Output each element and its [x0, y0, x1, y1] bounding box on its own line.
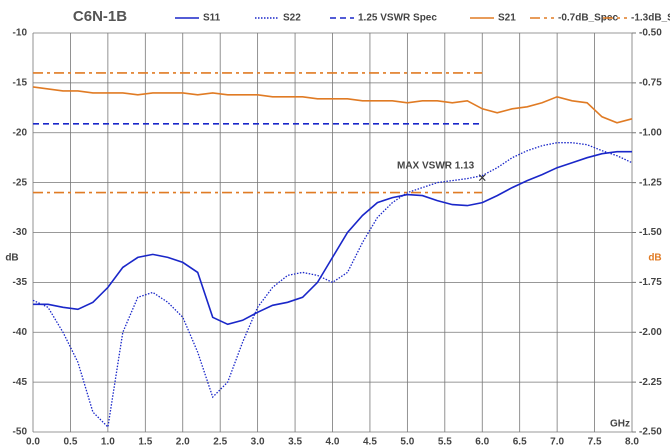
y-tick-label: -45 — [13, 377, 28, 388]
y-axis-label: dB — [5, 253, 18, 264]
x-tick-label: 5.5 — [438, 437, 452, 447]
legend-label: 1.25 VSWR Spec — [358, 13, 437, 24]
y2-tick-label: -2.50 — [639, 427, 662, 438]
x-tick-label: 7.5 — [588, 437, 602, 447]
y2-tick-label: -1.00 — [639, 127, 662, 138]
y-tick-label: -15 — [13, 78, 28, 89]
y-tick-label: -35 — [13, 277, 28, 288]
series-line — [32, 142, 633, 429]
x-tick-label: 5.0 — [400, 437, 414, 447]
y-tick-label: -25 — [13, 177, 28, 188]
series-line — [33, 150, 632, 326]
x-tick-label: 3.0 — [251, 437, 265, 447]
annotation-marker — [478, 174, 486, 182]
y2-tick-label: -1.50 — [639, 227, 662, 238]
y-tick-label: -40 — [13, 327, 28, 338]
legend-label: S11 — [203, 13, 221, 24]
x-tick-label: 6.5 — [513, 437, 527, 447]
x-tick-label: 3.5 — [288, 437, 302, 447]
legend-label: -1.3dB_Spec — [631, 13, 670, 24]
y2-tick-label: -0.50 — [639, 28, 662, 39]
x-tick-label: 4.5 — [363, 437, 377, 447]
x-tick-label: 1.0 — [101, 437, 115, 447]
chart-title: C6N-1B — [73, 8, 127, 25]
x-tick-label: 7.0 — [550, 437, 564, 447]
y2-tick-label: -1.75 — [639, 277, 662, 288]
y-tick-label: -20 — [13, 127, 28, 138]
x-tick-label: 0.5 — [63, 437, 77, 447]
annotation-label: MAX VSWR 1.13 — [397, 160, 475, 171]
x-tick-label: 1.5 — [138, 437, 152, 447]
y-tick-label: -10 — [13, 28, 28, 39]
x-tick-label: 6.0 — [475, 437, 489, 447]
y-tick-label: -50 — [13, 427, 28, 438]
legend-label: S22 — [283, 13, 301, 24]
legend-label: S21 — [498, 13, 516, 24]
x-tick-label: 2.0 — [176, 437, 190, 447]
y2-tick-label: -0.75 — [639, 78, 662, 89]
y-tick-label: -30 — [13, 227, 28, 238]
y2-axis-label: dB — [648, 253, 661, 264]
y2-tick-label: -2.00 — [639, 327, 662, 338]
y2-tick-label: -1.25 — [639, 177, 662, 188]
series-line — [32, 86, 633, 124]
x-tick-label: 2.5 — [213, 437, 227, 447]
legend-label: -0.7dB_Spec — [558, 13, 618, 24]
x-axis-label: GHz — [610, 419, 630, 430]
x-tick-label: 0.0 — [26, 437, 40, 447]
x-tick-label: 8.0 — [625, 437, 639, 447]
y2-tick-label: -2.25 — [639, 377, 662, 388]
x-tick-label: 4.0 — [326, 437, 340, 447]
